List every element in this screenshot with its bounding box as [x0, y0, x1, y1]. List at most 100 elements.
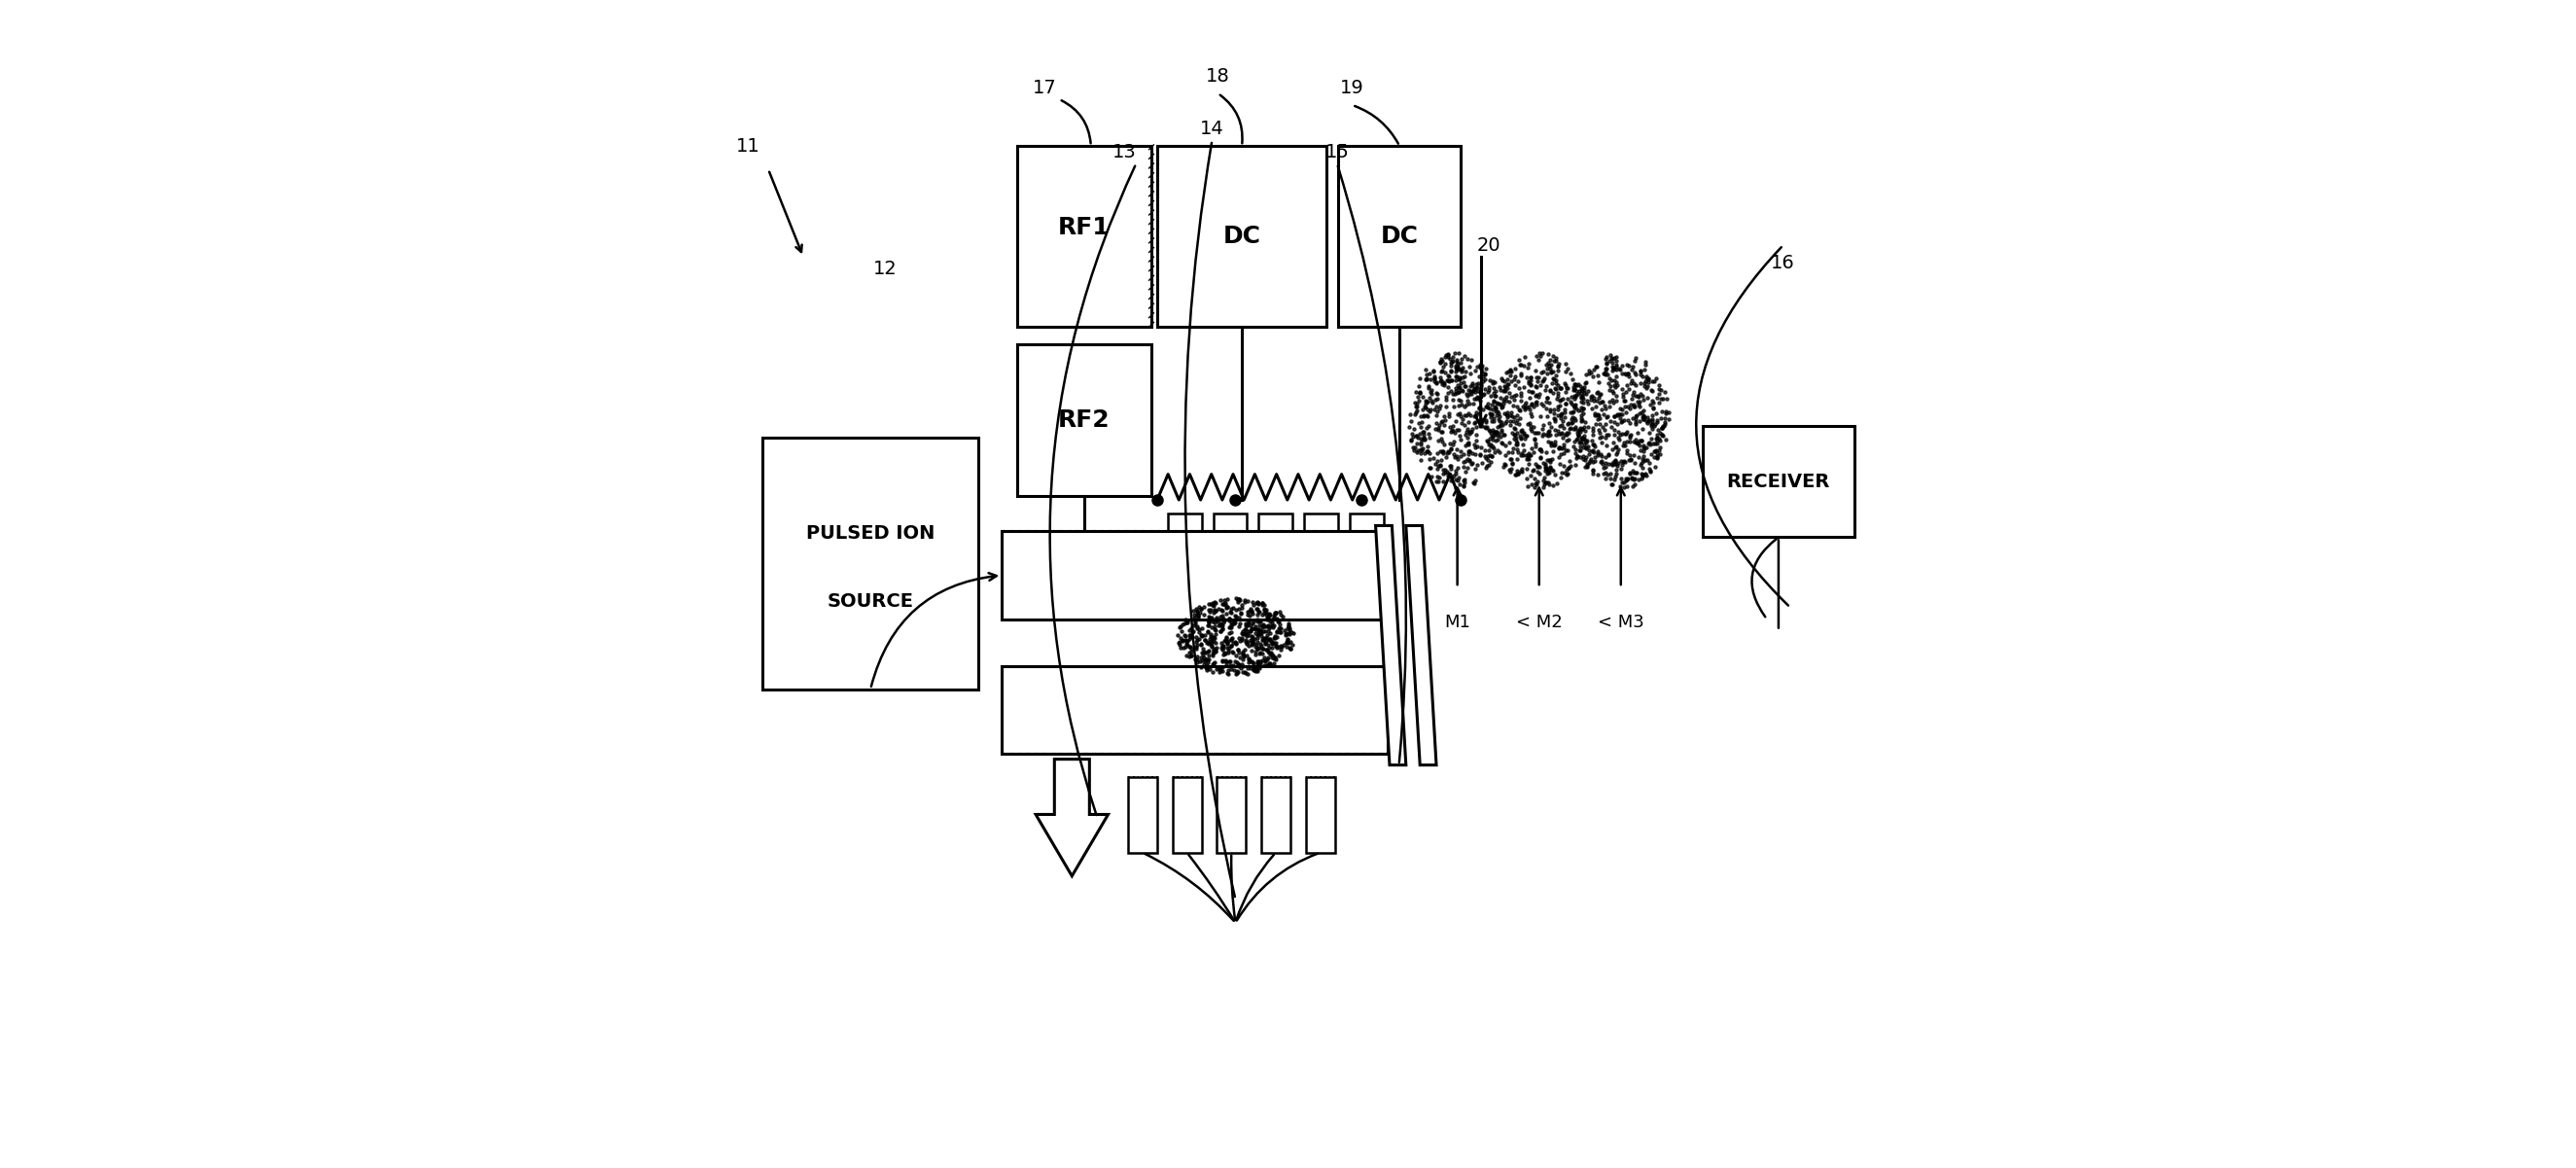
- Point: [1417, 459, 1458, 478]
- Point: [1236, 599, 1278, 618]
- Point: [1443, 453, 1484, 472]
- Point: [1546, 380, 1587, 398]
- Point: [1613, 396, 1654, 415]
- Point: [1401, 425, 1443, 444]
- Point: [1618, 423, 1659, 442]
- Point: [1437, 354, 1479, 373]
- Point: [1553, 380, 1595, 398]
- Point: [1582, 446, 1623, 465]
- Point: [1399, 415, 1440, 433]
- Point: [1602, 356, 1643, 375]
- Point: [1448, 391, 1489, 410]
- Point: [1533, 362, 1574, 381]
- Point: [1497, 405, 1538, 424]
- Point: [1412, 391, 1453, 410]
- Point: [1638, 424, 1680, 443]
- Point: [1607, 397, 1649, 416]
- Point: [1206, 651, 1247, 669]
- Point: [1170, 638, 1211, 656]
- Point: [1417, 431, 1458, 450]
- Point: [1463, 369, 1504, 388]
- Point: [1396, 388, 1437, 406]
- Point: [1409, 376, 1450, 395]
- Point: [1525, 458, 1566, 477]
- Point: [1419, 353, 1461, 371]
- Point: [1203, 613, 1244, 632]
- Point: [1440, 353, 1481, 371]
- Point: [1502, 420, 1543, 439]
- Point: [1188, 612, 1229, 631]
- Point: [1517, 395, 1558, 413]
- Point: [1486, 405, 1528, 424]
- Point: [1623, 451, 1664, 470]
- Point: [1236, 628, 1278, 647]
- Point: [1528, 353, 1569, 371]
- Point: [1471, 374, 1512, 392]
- Point: [1208, 652, 1249, 670]
- Point: [1231, 613, 1273, 632]
- Point: [1489, 463, 1530, 481]
- Point: [1221, 603, 1262, 621]
- Point: [1468, 451, 1510, 470]
- Point: [1255, 633, 1296, 652]
- Point: [1600, 405, 1641, 424]
- Point: [1224, 619, 1265, 638]
- Point: [1510, 368, 1551, 387]
- Point: [1270, 639, 1311, 658]
- Point: [1203, 662, 1244, 681]
- Point: [1587, 355, 1628, 374]
- Point: [1484, 454, 1525, 473]
- Point: [1247, 609, 1288, 627]
- Point: [1628, 423, 1669, 442]
- Point: [1175, 612, 1216, 631]
- Point: [1636, 444, 1677, 463]
- Text: PULSED ION: PULSED ION: [806, 524, 935, 543]
- Point: [1625, 439, 1667, 458]
- Point: [1430, 457, 1471, 475]
- Point: [1437, 382, 1479, 401]
- Point: [1504, 398, 1546, 417]
- Point: [1229, 621, 1270, 640]
- Point: [1587, 445, 1628, 464]
- Point: [1455, 437, 1497, 456]
- Point: [1510, 474, 1551, 493]
- Point: [1167, 634, 1208, 653]
- Point: [1579, 405, 1620, 424]
- Point: [1636, 431, 1677, 450]
- Point: [1188, 616, 1229, 634]
- Point: [1466, 459, 1507, 478]
- Point: [1566, 458, 1607, 477]
- Point: [1445, 367, 1486, 385]
- Point: [1231, 592, 1273, 611]
- Point: [1530, 458, 1571, 477]
- Point: [1623, 410, 1664, 429]
- Point: [1244, 603, 1285, 621]
- Point: [1458, 404, 1499, 423]
- Point: [1200, 607, 1242, 626]
- Point: [1206, 593, 1247, 612]
- Point: [1247, 621, 1288, 640]
- Point: [1533, 369, 1574, 388]
- Point: [1406, 442, 1448, 460]
- Point: [1453, 380, 1494, 398]
- Point: [1605, 391, 1646, 410]
- Point: [1502, 434, 1543, 453]
- Point: [1528, 423, 1569, 442]
- Point: [1236, 661, 1278, 680]
- Point: [1401, 433, 1443, 452]
- Point: [1569, 361, 1610, 380]
- Point: [1607, 368, 1649, 387]
- Point: [1435, 384, 1476, 403]
- Point: [1546, 465, 1587, 484]
- Point: [1625, 369, 1667, 388]
- Bar: [1306, 777, 1334, 853]
- Point: [1193, 602, 1234, 620]
- Point: [1471, 447, 1512, 466]
- Point: [1463, 367, 1504, 385]
- Point: [1492, 406, 1533, 425]
- Point: [1466, 413, 1507, 432]
- Point: [1430, 362, 1471, 381]
- Point: [1455, 431, 1497, 450]
- Bar: [1703, 426, 1855, 537]
- Point: [1546, 431, 1587, 450]
